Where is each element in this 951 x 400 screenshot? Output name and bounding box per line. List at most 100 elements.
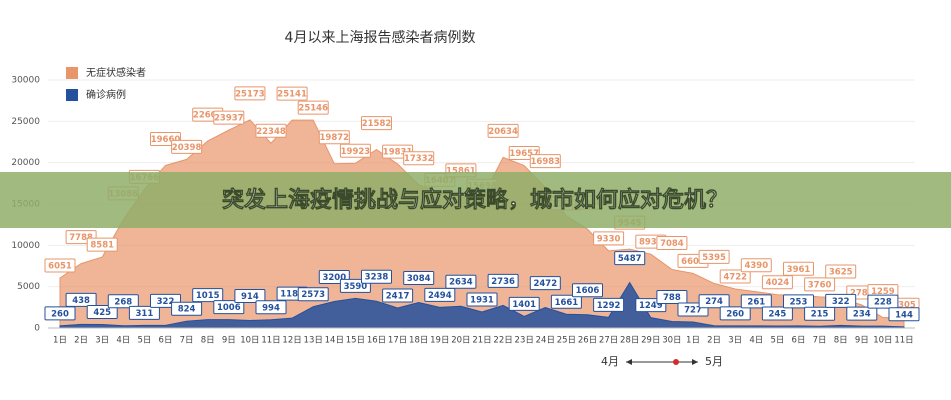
data-label-text: 19872 <box>320 133 350 143</box>
arrow-dot <box>673 359 679 365</box>
data-label: 994 <box>255 300 287 315</box>
x-tick-label: 15日 <box>346 336 365 346</box>
data-label-text: 3200 <box>322 273 346 283</box>
x-tick-label: 4日 <box>749 336 763 346</box>
data-label-text: 260 <box>51 309 69 319</box>
x-tick-label: 21日 <box>472 336 491 346</box>
data-label-text: 23937 <box>214 114 244 124</box>
annotation: 4月 <box>601 355 619 368</box>
x-tick-label: 4日 <box>116 336 130 346</box>
data-label-box <box>698 294 730 309</box>
data-label: 914 <box>234 288 266 303</box>
y-tick-label: 25000 <box>11 117 40 127</box>
data-label-box <box>213 110 245 125</box>
chart-title: 4月以来上海报告感染者病例数 <box>285 29 476 46</box>
x-tick-label: 29日 <box>641 336 660 346</box>
data-label: 9330 <box>593 231 625 246</box>
data-label-text: 253 <box>790 297 808 307</box>
legend-swatch <box>66 89 78 101</box>
data-label-text: 322 <box>157 297 175 307</box>
data-label-box <box>213 300 245 315</box>
x-tick-label: 22日 <box>493 336 512 346</box>
data-label-text: 438 <box>72 296 90 306</box>
data-label-text: 1189 <box>280 290 304 300</box>
x-tick-label: 9日 <box>855 336 869 346</box>
data-label-box <box>740 294 772 309</box>
data-label: 17332 <box>403 151 435 166</box>
data-label-box <box>825 264 857 279</box>
data-label: 1931 <box>466 292 498 307</box>
data-label-box <box>761 306 793 321</box>
data-label-text: 3625 <box>829 268 853 278</box>
data-label: 19872 <box>318 130 350 145</box>
data-label-box <box>466 292 498 307</box>
x-tick-label: 9日 <box>222 336 236 346</box>
data-label: 25141 <box>276 86 308 101</box>
data-label-text: 16983 <box>531 157 561 167</box>
data-label-text: 5395 <box>702 253 726 263</box>
x-tick-label: 8日 <box>201 336 215 346</box>
data-label-text: 3590 <box>344 282 368 292</box>
data-label-text: 144 <box>895 310 913 320</box>
x-tick-label: 7日 <box>180 336 194 346</box>
data-label-box <box>825 293 857 308</box>
data-label-text: 261 <box>747 297 765 307</box>
data-label-text: 19660 <box>151 135 181 145</box>
data-label-box <box>44 258 76 273</box>
data-label: 260 <box>44 306 76 321</box>
data-label-box <box>361 116 392 131</box>
data-label-text: 19831 <box>383 148 413 158</box>
data-label-text: 1305 <box>892 301 916 311</box>
data-label-box <box>107 294 139 309</box>
data-label: 5395 <box>698 249 730 264</box>
data-label: 425 <box>86 304 118 319</box>
x-tick-label: 28日 <box>620 336 639 346</box>
annotation: 5月 <box>705 355 723 368</box>
x-tick-label: 17日 <box>388 336 407 346</box>
data-label: 4390 <box>740 258 772 273</box>
data-label-box <box>128 305 160 320</box>
data-label-text: 22609 <box>193 111 223 121</box>
data-label-text: 9330 <box>597 234 621 244</box>
data-label: 3961 <box>783 261 814 276</box>
x-tick-label: 11日 <box>261 336 280 346</box>
data-label-box <box>339 143 371 158</box>
y-tick-label: 30000 <box>11 76 40 86</box>
data-label: 260 <box>719 306 751 321</box>
data-label: 2417 <box>382 288 414 303</box>
data-label-box <box>255 123 287 138</box>
data-label-text: 20398 <box>172 143 202 153</box>
data-label-box <box>867 294 899 309</box>
data-label: 20398 <box>171 139 203 154</box>
data-label: 268 <box>107 294 139 309</box>
data-label: 22348 <box>255 123 287 138</box>
data-label: 1401 <box>508 296 540 311</box>
data-label-text: 788 <box>663 293 681 303</box>
data-label: 1661 <box>550 294 582 309</box>
data-label-box <box>171 301 203 316</box>
data-label: 5487 <box>614 251 646 266</box>
x-tick-label: 16日 <box>367 336 386 346</box>
legend-label: 无症状感染者 <box>86 66 146 79</box>
data-label-text: 234 <box>853 310 871 320</box>
x-tick-label: 11日 <box>894 336 913 346</box>
y-tick-label: 10000 <box>11 241 40 251</box>
x-tick-label: 30日 <box>662 336 681 346</box>
data-label-text: 19923 <box>341 147 371 157</box>
banner-text: 突发上海疫情挑战与应对策略，城市如何应对危机？ <box>222 187 728 213</box>
data-label-text: 1249 <box>639 301 663 311</box>
banner <box>0 172 951 228</box>
data-label-text: 2472 <box>533 279 557 289</box>
data-label: 3238 <box>361 269 392 284</box>
data-label-box <box>255 300 287 315</box>
data-label-text: 8581 <box>90 241 114 251</box>
data-label-text: 274 <box>705 297 723 307</box>
data-label-text: 6606 <box>681 257 705 267</box>
data-label-text: 1401 <box>512 300 536 310</box>
x-tick-label: 1日 <box>686 336 700 346</box>
data-label-text: 8932 <box>639 238 663 248</box>
data-label: 3760 <box>804 277 836 292</box>
data-label-box <box>593 297 625 312</box>
x-tick-label: 10日 <box>240 336 259 346</box>
